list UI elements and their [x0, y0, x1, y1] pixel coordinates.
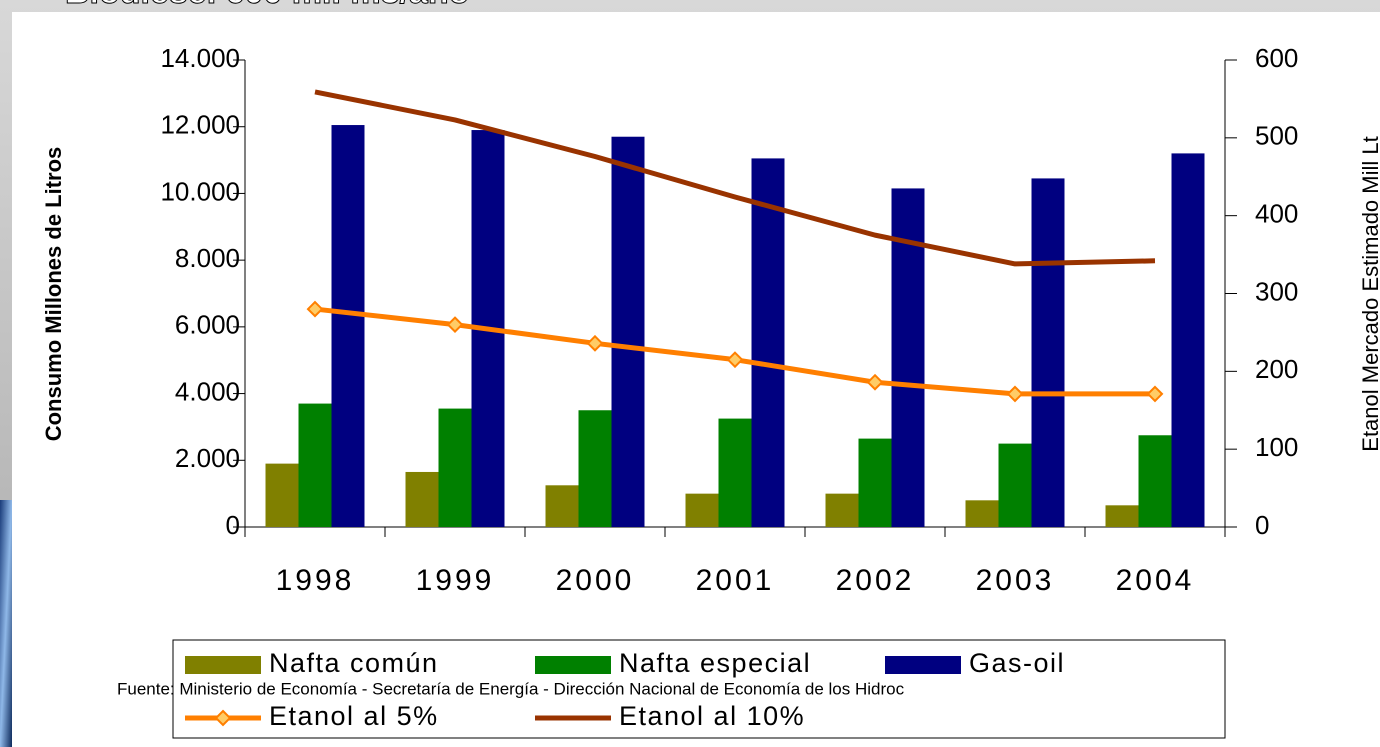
y2-tick-label: 400 [1255, 199, 1298, 229]
line-series [314, 89, 1156, 267]
line-marker [726, 351, 744, 369]
y-axis-label: Consumo Millones de Litros [41, 147, 66, 442]
legend-marker [214, 709, 232, 727]
bar [998, 443, 1032, 527]
y-tick-label: 12.000 [160, 110, 240, 140]
line-marker [1146, 385, 1164, 403]
plot-panel [12, 12, 1380, 747]
bar [825, 493, 859, 527]
y-tick-label: 14.000 [160, 43, 240, 73]
legend-label: Gas-oil [969, 648, 1065, 678]
bar [405, 471, 439, 527]
y2-tick-label: 300 [1255, 276, 1298, 306]
bar [611, 136, 645, 527]
bar [1171, 153, 1205, 527]
bar [298, 403, 332, 527]
legend-swatch [535, 656, 611, 674]
source-note: Fuente: Ministerio de Economía - Secreta… [117, 679, 905, 698]
side-image [0, 500, 12, 747]
x-tick-label: 1999 [416, 564, 495, 597]
y2-tick-label: 500 [1255, 121, 1298, 151]
y2-tick-label: 100 [1255, 432, 1298, 462]
legend-box [172, 639, 1226, 739]
bar [438, 408, 472, 527]
x-tick-label: 2002 [836, 564, 915, 597]
bar [265, 463, 299, 527]
bar [1138, 435, 1172, 527]
bar [858, 438, 892, 527]
legend-label: Etanol al 10% [619, 701, 805, 731]
bar [685, 493, 719, 527]
legend-label: Nafta especial [619, 648, 811, 678]
legend-swatch [885, 656, 961, 674]
bar [331, 125, 365, 528]
legend-label: Etanol al 5% [269, 701, 439, 731]
y-tick-label: 10.000 [160, 176, 240, 206]
y-tick-label: 8.000 [175, 243, 240, 273]
line-marker [586, 334, 604, 352]
legend-label: Nafta común [269, 648, 439, 678]
x-tick-label: 2003 [976, 564, 1055, 597]
bar [578, 410, 612, 527]
line-marker [446, 316, 464, 334]
y2-tick-label: 0 [1255, 510, 1269, 540]
bar [1031, 178, 1065, 528]
line-marker [306, 300, 324, 318]
bar [751, 158, 785, 527]
y2-tick-label: 600 [1255, 43, 1298, 73]
y2-axis-label: Etanol Mercado Estimado Mill Lt [1358, 136, 1380, 451]
bar [965, 500, 999, 527]
y-tick-label: 0 [226, 510, 240, 540]
x-tick-label: 2000 [556, 564, 635, 597]
bar [718, 418, 752, 527]
x-tick-label: 2001 [696, 564, 775, 597]
line-marker [1006, 385, 1024, 403]
bar [545, 485, 579, 527]
y2-tick-label: 200 [1255, 354, 1298, 384]
y-tick-label: 2.000 [175, 443, 240, 473]
x-tick-label: 2004 [1116, 564, 1195, 597]
chart-title: Biodiesel 600 mil m3/año [65, 0, 469, 11]
bar [1105, 505, 1139, 527]
y-tick-label: 4.000 [175, 376, 240, 406]
y-tick-label: 6.000 [175, 310, 240, 340]
x-tick-label: 1998 [276, 564, 355, 597]
legend-swatch [185, 656, 261, 674]
line-marker [866, 373, 884, 391]
